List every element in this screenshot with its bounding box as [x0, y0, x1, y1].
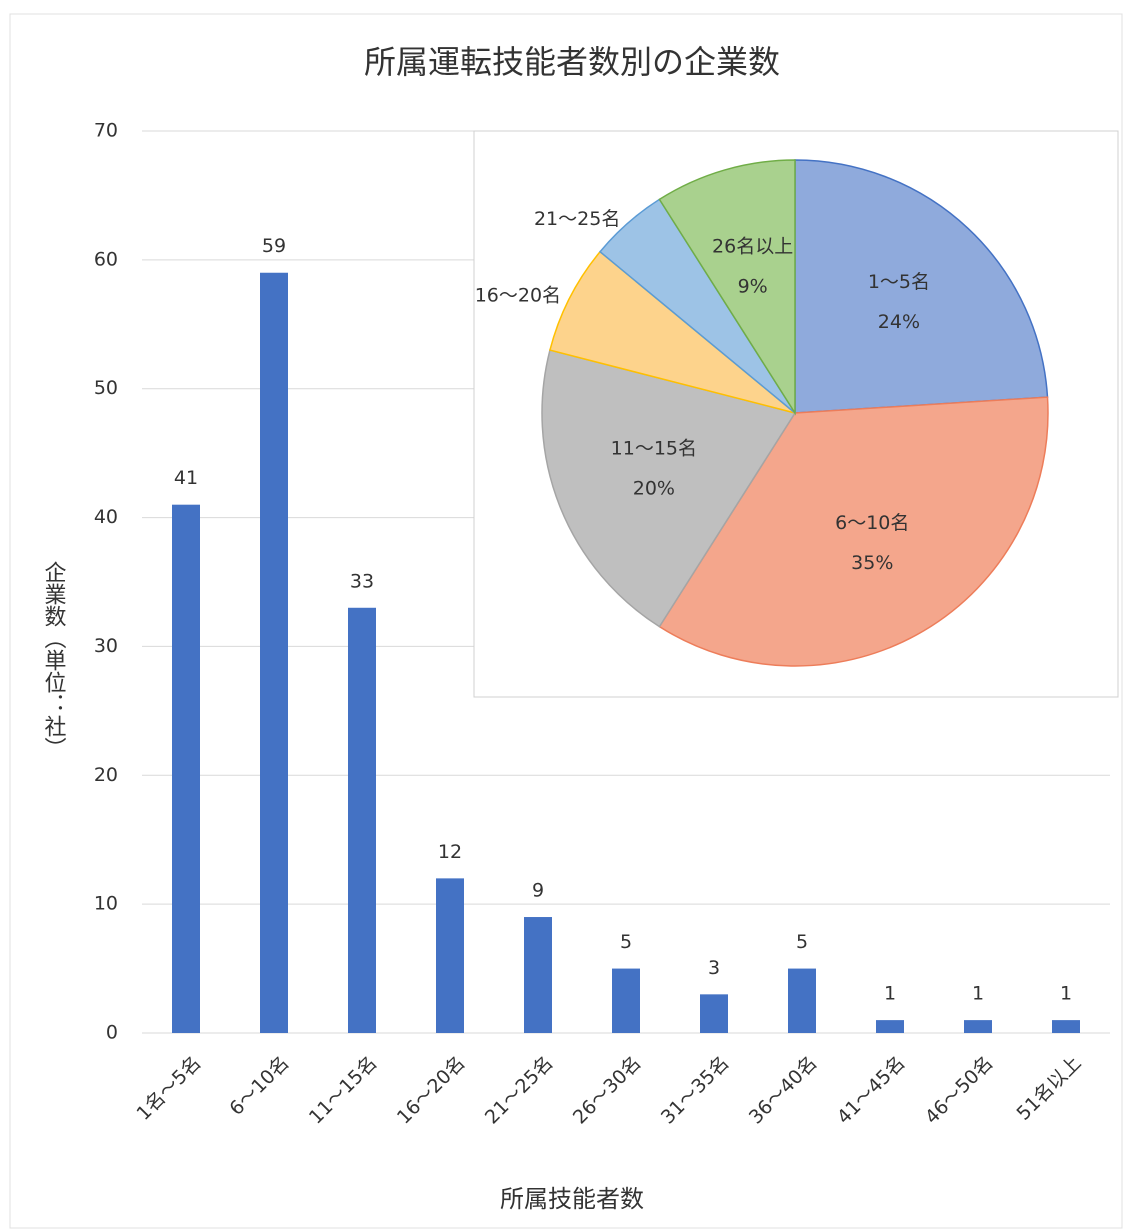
data-label: 41 [174, 467, 198, 489]
y-tick-label: 70 [94, 120, 118, 142]
bar [172, 504, 200, 1034]
pie-label: 6〜10名 [835, 512, 909, 534]
y-axis-label: 企業数（単位：社） [41, 561, 67, 759]
data-label: 1 [972, 983, 984, 1005]
pie-value-label: 35% [851, 552, 893, 574]
y-tick-label: 40 [94, 506, 118, 528]
pie-slice [658, 396, 1049, 667]
x-tick-label: 31〜35名 [657, 1052, 734, 1129]
data-label: 59 [262, 235, 286, 257]
pie-slice [541, 349, 797, 628]
data-label: 5 [796, 931, 808, 953]
pie-slice [794, 159, 1049, 414]
pie-value-label: 20% [633, 477, 675, 499]
bar [964, 1020, 992, 1033]
pie-label: 1〜5名 [868, 271, 930, 293]
x-tick-label: 26〜30名 [569, 1052, 646, 1129]
bar [348, 607, 376, 1033]
pie-label: 26名以上 [712, 236, 793, 258]
x-tick-label: 1名〜5名 [132, 1052, 205, 1125]
pie-slice [549, 250, 796, 414]
bar [876, 1020, 904, 1033]
pie-label: 11〜15名 [611, 437, 697, 459]
x-tick-label: 21〜25名 [481, 1052, 558, 1129]
x-tick-label: 11〜15名 [305, 1052, 382, 1129]
bar [788, 968, 816, 1033]
x-tick-label: 51名以上 [1012, 1052, 1085, 1125]
bar [436, 878, 464, 1033]
y-tick-label: 0 [106, 1022, 118, 1044]
pie-label: 16〜20名 [475, 284, 561, 306]
data-label: 33 [350, 570, 374, 592]
bar [700, 994, 728, 1033]
bar [260, 272, 288, 1033]
bar [524, 917, 552, 1033]
x-tick-label: 41〜45名 [833, 1052, 910, 1129]
pie-slice [658, 159, 796, 416]
x-tick-label: 36〜40名 [745, 1052, 822, 1129]
y-tick-label: 20 [94, 764, 118, 786]
pie-label: 21〜25名 [534, 208, 620, 230]
x-tick-label: 16〜20名 [393, 1052, 470, 1129]
bar [612, 968, 640, 1033]
data-label: 1 [884, 983, 896, 1005]
y-tick-label: 50 [94, 377, 118, 399]
chart-title: 所属運転技能者数別の企業数 [364, 43, 780, 81]
y-tick-label: 60 [94, 248, 118, 270]
data-label: 12 [438, 841, 462, 863]
x-tick-label: 46〜50名 [921, 1052, 998, 1129]
y-tick-label: 30 [94, 635, 118, 657]
y-tick-label: 10 [94, 893, 118, 915]
bar [1052, 1020, 1080, 1033]
frame [9, 13, 1123, 1229]
x-tick-label: 6〜10名 [225, 1052, 293, 1120]
data-label: 1 [1060, 983, 1072, 1005]
data-label: 3 [708, 957, 720, 979]
data-label: 9 [532, 880, 544, 902]
pie-value-label: 24% [878, 311, 920, 333]
x-axis-label: 所属技能者数 [500, 1185, 644, 1213]
data-label: 5 [620, 931, 632, 953]
pie-value-label: 9% [738, 276, 768, 298]
